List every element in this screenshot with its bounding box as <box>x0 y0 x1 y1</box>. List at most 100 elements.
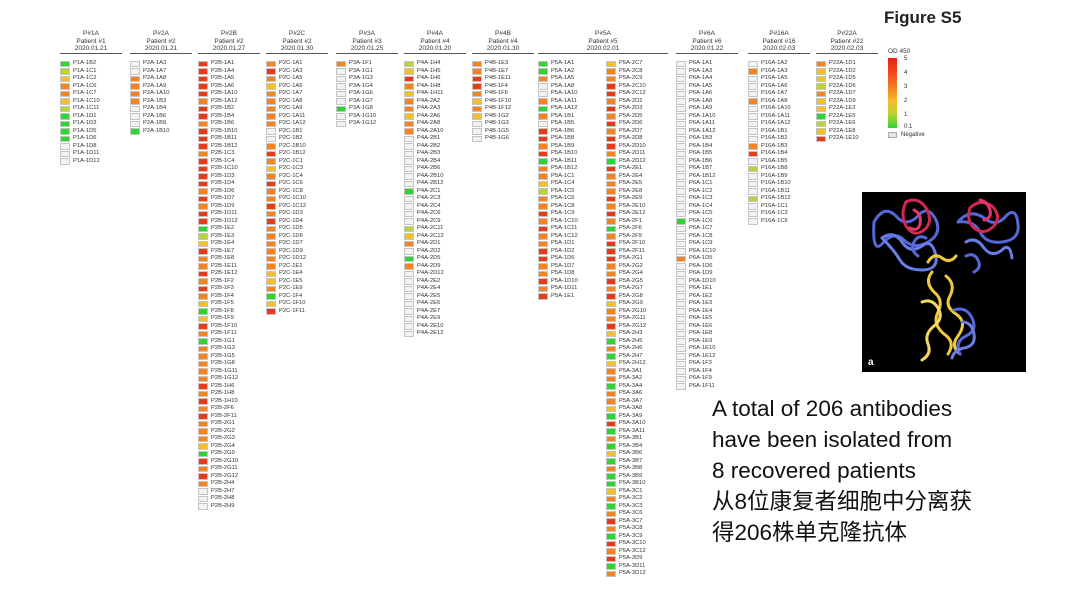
antibody-row: P4A-1H4 <box>404 60 472 68</box>
od450-cell <box>266 278 276 285</box>
od450-cell <box>266 143 276 150</box>
antibody-row: P4A-2A2 <box>404 98 472 106</box>
antibody-row: P2B-2H8 <box>198 495 266 503</box>
od450-cell <box>198 383 208 390</box>
od450-cell <box>748 165 758 172</box>
column-header: P#2A Patient #2 2020.01.21 <box>130 30 192 54</box>
antibody-label: P1A-1B2 <box>73 60 97 66</box>
od450-cell <box>404 315 414 322</box>
antibody-row: P2C-1B1 <box>266 128 334 136</box>
antibody-label: P6A-1E8 <box>689 330 713 336</box>
antibody-label: P5A-1B5 <box>551 120 575 126</box>
antibody-label: P5A-2G4 <box>619 270 643 276</box>
od450-cell <box>472 120 482 127</box>
antibody-label: P3A-1G7 <box>349 97 373 104</box>
antibody-row: P2B-2G2 <box>198 428 266 436</box>
antibody-label: P22A-1D7 <box>829 90 856 96</box>
antibody-label: P5A-2E10 <box>619 202 646 209</box>
antibody-label: P5A-2H12 <box>619 360 646 366</box>
antibody-label: P2B-2G1 <box>211 420 235 426</box>
patient-column-p2a: P#2A Patient #2 2020.01.21 P2A-1A3 P2A-1A7 P2… <box>130 30 198 135</box>
antibody-label: P5A-2C10 <box>619 82 646 89</box>
od450-cell <box>198 368 208 375</box>
antibody-row: P5A-1E1 <box>538 293 606 301</box>
od450-cell <box>404 105 414 112</box>
header-patient: Patient #2 <box>282 37 312 45</box>
antibody-label: P2C-1D6 <box>279 232 303 239</box>
od450-cell <box>606 443 616 450</box>
antibody-row: P5A-2G1 <box>606 255 674 263</box>
antibody-label: P2C-1B10 <box>279 142 306 149</box>
antibody-row: P1A-1C7 <box>60 90 128 98</box>
antibody-row: P2C-1D4 <box>266 218 334 226</box>
antibody-label: P5A-3A6 <box>619 390 643 396</box>
od450-cell <box>538 285 548 292</box>
antibody-row: P4A-1H6 <box>404 75 472 83</box>
od450-cell <box>198 60 208 67</box>
antibody-row: P6A-1B3 <box>676 135 744 143</box>
header-date: 2020.01.30 <box>486 45 520 52</box>
antibody-row: P2B-1D3 <box>198 173 266 181</box>
antibody-label: P5A-1C1 <box>551 172 575 179</box>
antibody-sublist: P3A-1F1 P3A-1G1 P3A-1G3 P3A-1G4 P3A-1G6 P3A-1… <box>336 60 404 128</box>
antibody-label: P2B-2H8 <box>211 495 235 501</box>
antibody-label: P2C-1B2 <box>279 135 303 141</box>
od450-cell <box>198 188 208 195</box>
antibody-label: P3A-1G6 <box>349 90 373 96</box>
antibody-label: P5A-2D3 <box>619 105 643 111</box>
antibody-label: P5A-3B4 <box>619 442 643 449</box>
od450-cell <box>198 405 208 412</box>
antibody-row: P2B-1A6 <box>198 83 266 91</box>
antibody-label: P2C-1D5 <box>279 225 303 231</box>
od450-cell <box>748 188 758 195</box>
od450-cell <box>266 98 276 105</box>
antibody-row: P6A-1E1 <box>676 285 744 293</box>
antibody-row: P5A-1A11 <box>538 98 606 106</box>
antibody-sublist: P16A-1A2 P16A-1A3 P16A-1A5 P16A-1A6 P16A-1A7… <box>748 60 816 225</box>
antibody-label: P2B-1B11 <box>211 135 237 141</box>
antibody-row: P6A-1B4 <box>676 143 744 151</box>
antibody-row: P5A-2C10 <box>606 83 674 91</box>
antibody-row: P5A-1A1 <box>538 60 606 68</box>
od450-cell <box>748 173 758 180</box>
antibody-row: P6A-1C4 <box>676 203 744 211</box>
antibody-label: P4B-1F4 <box>485 82 508 89</box>
od450-cell <box>130 98 140 105</box>
legend-tick-4: 4 <box>904 70 908 76</box>
antibody-label: P2C-1E1 <box>279 262 303 269</box>
od450-cell <box>198 218 208 225</box>
antibody-row: P2C-1D9 <box>266 248 334 256</box>
antibody-row: P5A-3C12 <box>606 548 674 556</box>
antibody-row: P4B-1F10 <box>472 98 540 106</box>
od450-cell <box>538 195 548 202</box>
antibody-row: P5A-2G9 <box>606 300 674 308</box>
patient-column-p2b: P#2B Patient #2 2020.01.27 P2B-1A1 P2B-1A4 P2… <box>198 30 266 510</box>
antibody-row: P2B-1B12 <box>198 143 266 151</box>
antibody-row: P4B-1E7 <box>472 68 540 76</box>
antibody-row: P1A-1D8 <box>60 143 128 151</box>
antibody-row: P2B-1D7 <box>198 195 266 203</box>
antibody-label: P4A-2C4 <box>417 202 441 209</box>
antibody-row: P5A-3A11 <box>606 428 674 436</box>
antibody-row: P2C-1A6 <box>266 83 334 91</box>
od450-cell <box>266 195 276 202</box>
antibody-row: P5A-3C9 <box>606 533 674 541</box>
antibody-label: P2B-1G5 <box>211 352 235 359</box>
od450-cell <box>198 300 208 307</box>
antibody-label: P4A-2A6 <box>417 112 441 119</box>
antibody-row: P2A-1A7 <box>130 68 198 76</box>
od450-cell <box>606 240 616 247</box>
antibody-row: P5A-2G5 <box>606 278 674 286</box>
antibody-label: P5A-3A1 <box>619 367 643 374</box>
od450-cell <box>266 218 276 225</box>
antibody-row: P2C-1E5 <box>266 278 334 286</box>
od450-cell <box>266 225 276 232</box>
antibody-row: P6A-1C8 <box>676 233 744 241</box>
od450-cell <box>198 458 208 465</box>
od450-cell <box>198 435 208 442</box>
antibody-row: P5A-1C8 <box>538 203 606 211</box>
antibody-label: P16A-1A7 <box>761 90 788 96</box>
od450-cell <box>404 128 414 135</box>
patient-column-p3a: P#3A Patient #3 2020.01.25 P3A-1F1 P3A-1G1 P3… <box>336 30 404 128</box>
antibody-label: P2C-1A5 <box>279 75 303 81</box>
